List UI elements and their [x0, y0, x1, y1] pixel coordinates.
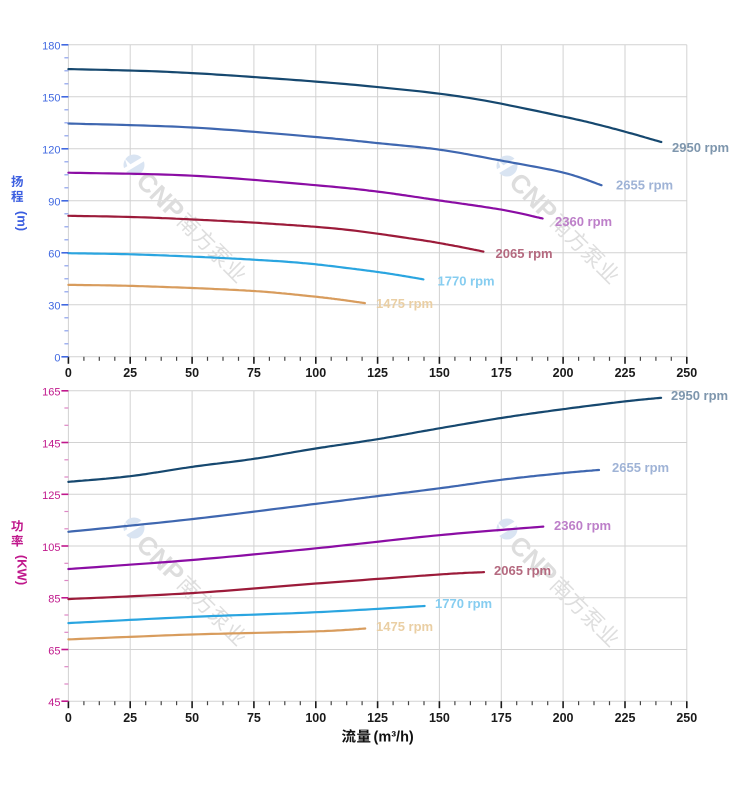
svg-text:250: 250: [676, 366, 697, 380]
svg-text:0: 0: [54, 353, 60, 365]
svg-text:2360 rpm: 2360 rpm: [554, 518, 611, 533]
svg-text:1770 rpm: 1770 rpm: [438, 274, 495, 289]
svg-text:2065 rpm: 2065 rpm: [496, 246, 553, 261]
svg-text:150: 150: [429, 711, 450, 725]
svg-text:175: 175: [491, 711, 512, 725]
svg-text:105: 105: [42, 542, 60, 554]
svg-text:60: 60: [48, 249, 60, 261]
svg-text:1770 rpm: 1770 rpm: [435, 596, 492, 611]
svg-text:125: 125: [367, 711, 388, 725]
svg-text:25: 25: [123, 711, 137, 725]
svg-text:85: 85: [48, 594, 60, 606]
svg-text:165: 165: [42, 387, 60, 399]
svg-text:65: 65: [48, 645, 60, 657]
svg-text:225: 225: [615, 711, 636, 725]
svg-text:175: 175: [491, 366, 512, 380]
svg-text:150: 150: [42, 93, 60, 105]
svg-text:100: 100: [305, 711, 326, 725]
svg-text:125: 125: [42, 490, 60, 502]
svg-text:2655 rpm: 2655 rpm: [616, 178, 673, 193]
svg-text:125: 125: [367, 366, 388, 380]
svg-text:200: 200: [553, 366, 574, 380]
svg-text:2950 rpm: 2950 rpm: [672, 140, 729, 155]
svg-text:2950 rpm: 2950 rpm: [671, 388, 728, 403]
svg-text:120: 120: [42, 145, 60, 157]
svg-text:30: 30: [48, 301, 60, 313]
svg-text:50: 50: [185, 711, 199, 725]
svg-text:75: 75: [247, 711, 261, 725]
svg-text:225: 225: [615, 366, 636, 380]
svg-text:145: 145: [42, 438, 60, 450]
svg-text:1475 rpm: 1475 rpm: [376, 619, 433, 634]
svg-text:(m³/h): (m³/h): [374, 730, 414, 746]
svg-text:100: 100: [305, 366, 326, 380]
svg-text:25: 25: [123, 366, 137, 380]
svg-text:(KW): (KW): [15, 555, 30, 585]
svg-text:150: 150: [429, 366, 450, 380]
svg-text:0: 0: [65, 711, 72, 725]
svg-text:90: 90: [48, 197, 60, 209]
svg-text:0: 0: [65, 366, 72, 380]
svg-text:75: 75: [247, 366, 261, 380]
svg-text:1475 rpm: 1475 rpm: [376, 296, 433, 311]
svg-text:50: 50: [185, 366, 199, 380]
svg-text:2655 rpm: 2655 rpm: [612, 460, 669, 475]
svg-text:200: 200: [553, 711, 574, 725]
svg-text:(m): (m): [15, 211, 30, 231]
svg-text:45: 45: [48, 697, 60, 709]
svg-text:2360 rpm: 2360 rpm: [555, 214, 612, 229]
svg-text:250: 250: [676, 711, 697, 725]
svg-text:2065 rpm: 2065 rpm: [494, 563, 551, 578]
svg-text:180: 180: [42, 41, 60, 53]
